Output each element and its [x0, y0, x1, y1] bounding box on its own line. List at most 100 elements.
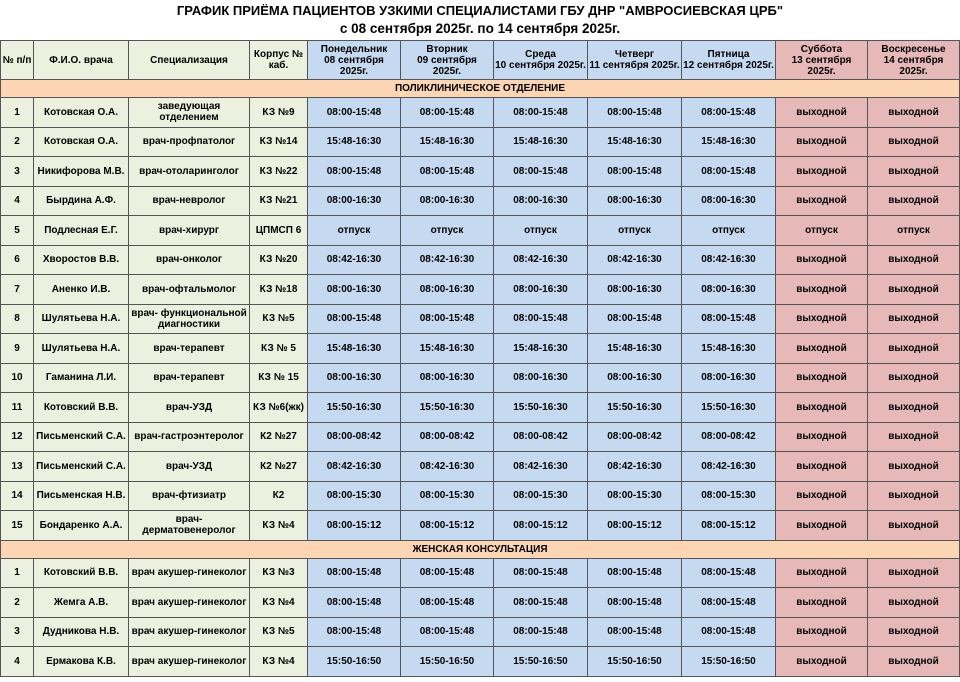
cell: выходной — [775, 616, 868, 647]
cell: врач- функциональной диагностики — [128, 303, 250, 334]
cell: врач акушер-гинеколог — [128, 587, 250, 618]
table-row: 3 Дудникова Н.В. врач акушер-гинеколог КЗ №… — [0, 616, 960, 647]
cell: КЗ № 15 — [249, 362, 308, 393]
cell: Котовский В.В. — [33, 392, 129, 423]
cell: врач-терапевт — [128, 333, 250, 364]
cell: 5 — [0, 215, 34, 246]
day-name: Четверг — [614, 49, 655, 60]
cell: отпуск — [493, 215, 588, 246]
cell: 2 — [0, 126, 34, 157]
cell: врач-офтальмолог — [128, 274, 250, 305]
cell: выходной — [867, 97, 960, 128]
day-header: Среда 10 сентября 2025г. — [493, 40, 588, 80]
cell: 15:48-16:30 — [681, 333, 776, 364]
cell: 08:00-15:30 — [681, 480, 776, 511]
cell: 15:50-16:30 — [400, 392, 494, 423]
table-row: 4 Бырдина А.Ф. врач-невролог КЗ №21 08:00-16… — [0, 185, 960, 216]
cell: 08:00-15:48 — [681, 303, 776, 334]
cell: врач акушер-гинеколог — [128, 646, 250, 677]
header-row: № п/п Ф.И.О. врача Специализация Корпус № к… — [0, 40, 960, 80]
cell: выходной — [775, 587, 868, 618]
cell: 08:00-15:48 — [681, 587, 776, 618]
cell: врач акушер-гинеколог — [128, 616, 250, 647]
cell: выходной — [775, 646, 868, 677]
cell: 08:00-16:30 — [400, 185, 494, 216]
table-row: 1 Котовская О.А. заведующая отделением КЗ №… — [0, 97, 960, 128]
cell: 13 — [0, 451, 34, 482]
cell: выходной — [867, 646, 960, 677]
cell: 08:42-16:30 — [493, 244, 588, 275]
cell: 15:48-16:30 — [307, 126, 401, 157]
cell: 4 — [0, 646, 34, 677]
cell: врач-дерматовенеролог — [128, 510, 250, 541]
cell: выходной — [867, 480, 960, 511]
cell: Хворостов В.В. — [33, 244, 129, 275]
cell: 08:00-16:30 — [681, 362, 776, 393]
table-row: 13 Письменский С.А. врач-УЗД К2 №27 08:42-16… — [0, 451, 960, 482]
section-row: ПОЛИКЛИНИЧЕСКОЕ ОТДЕЛЕНИЕ — [0, 79, 960, 98]
subtitle: с 08 сентября 2025г. по 14 сентября 2025… — [339, 21, 621, 36]
cell: заведующая отделением — [128, 97, 250, 128]
section-title: ПОЛИКЛИНИЧЕСКОЕ ОТДЕЛЕНИЕ — [0, 79, 960, 98]
cell: выходной — [867, 587, 960, 618]
cell: 08:00-15:48 — [493, 303, 588, 334]
day-date: 08 сентября 2025г. — [324, 54, 384, 77]
day-header: Суббота 13 сентября 2025г. — [775, 40, 868, 80]
cell: 08:00-08:42 — [493, 421, 588, 452]
cell: 08:00-15:48 — [493, 557, 588, 588]
cell: выходной — [867, 616, 960, 647]
cell: 08:00-15:30 — [400, 480, 494, 511]
table-row: 11 Котовский В.В. врач-УЗД КЗ №6(жк) 15:50-1… — [0, 392, 960, 423]
cell: выходной — [775, 274, 868, 305]
cell: отпуск — [400, 215, 494, 246]
cell: 08:00-16:30 — [400, 274, 494, 305]
cell: выходной — [775, 392, 868, 423]
cell: выходной — [775, 557, 868, 588]
cell: 15:48-16:30 — [307, 333, 401, 364]
cell: 15:50-16:30 — [493, 392, 588, 423]
cell: 08:00-15:48 — [493, 616, 588, 647]
cell: 3 — [0, 616, 34, 647]
cell: Письменский С.А. — [33, 421, 129, 452]
cell: КЗ № 5 — [249, 333, 308, 364]
cell: выходной — [867, 557, 960, 588]
cell: 12 — [0, 421, 34, 452]
cell: 15:48-16:30 — [681, 126, 776, 157]
cell: 6 — [0, 244, 34, 275]
cell: Гаманина Л.И. — [33, 362, 129, 393]
cell: 08:00-16:30 — [587, 362, 682, 393]
cell: 08:42-16:30 — [493, 451, 588, 482]
table-body: ПОЛИКЛИНИЧЕСКОЕ ОТДЕЛЕНИЕ 1 Котовская О.А.… — [0, 79, 960, 677]
cell: 15:48-16:30 — [587, 126, 682, 157]
cell: 08:00-15:48 — [307, 97, 401, 128]
cell: Письменская Н.В. — [33, 480, 129, 511]
cell: 15:50-16:30 — [587, 392, 682, 423]
cell: 1 — [0, 97, 34, 128]
cell: 08:00-15:48 — [307, 587, 401, 618]
cell: отпуск — [867, 215, 960, 246]
cell: выходной — [775, 480, 868, 511]
cell: 15:50-16:50 — [681, 646, 776, 677]
cell: 08:00-16:30 — [587, 274, 682, 305]
cell: 8 — [0, 303, 34, 334]
cell: К2 №27 — [249, 421, 308, 452]
cell: Подлесная Е.Г. — [33, 215, 129, 246]
cell: 2 — [0, 587, 34, 618]
cell: 08:00-16:30 — [681, 185, 776, 216]
day-name: Пятница — [707, 49, 750, 60]
cell: 08:00-16:30 — [307, 362, 401, 393]
cell: 08:00-08:42 — [681, 421, 776, 452]
cell: 08:00-16:30 — [400, 362, 494, 393]
cell: 15:50-16:50 — [493, 646, 588, 677]
header: ГРАФИК ПРИЁМА ПАЦИЕНТОВ УЗКИМИ СПЕЦИАЛИС… — [0, 0, 960, 40]
cell: врач-хирург — [128, 215, 250, 246]
cell: 15:50-16:50 — [400, 646, 494, 677]
day-date: 14 сентября 2025г. — [883, 54, 944, 77]
cell: выходной — [867, 510, 960, 541]
cell: КЗ №14 — [249, 126, 308, 157]
cell: 08:00-16:30 — [493, 185, 588, 216]
cell: Никифорова М.В. — [33, 156, 129, 187]
cell: 08:42-16:30 — [681, 451, 776, 482]
cell: 08:42-16:30 — [587, 244, 682, 275]
cell: КЗ №4 — [249, 646, 308, 677]
